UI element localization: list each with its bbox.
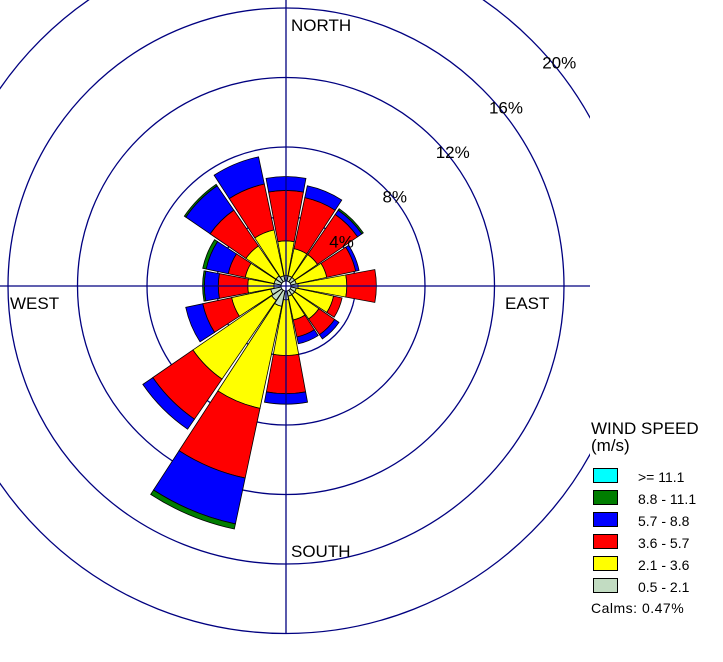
legend-label: 3.6 - 5.7 (638, 535, 690, 551)
calms-label: Calms: 0.47% (591, 600, 685, 616)
petal-wsw-bin-3 (185, 303, 216, 343)
legend-swatch (593, 578, 618, 593)
petal-ene-bin-3 (345, 244, 360, 272)
legend-entry: >= 11.1 (591, 466, 723, 488)
legend-title: WIND SPEED (591, 419, 699, 438)
legend-entry: 2.1 - 3.6 (591, 554, 723, 576)
legend-swatch (593, 468, 618, 483)
legend-entry: 3.6 - 5.7 (591, 532, 723, 554)
legend-label: 2.1 - 3.6 (638, 557, 690, 573)
petal-sse-bin-3 (296, 329, 319, 345)
legend-label: >= 11.1 (638, 469, 685, 485)
legend-entries: >= 11.1 8.8 - 11.1 5.7 - 8.8 3.6 - 5.7 2.1 -… (591, 466, 723, 598)
petal-wnw-bin-4 (202, 239, 219, 270)
legend-unit: (m/s) (591, 436, 630, 455)
legend-swatch (593, 556, 618, 571)
legend-entry: 5.7 - 8.8 (591, 510, 723, 532)
petal-ese-bin-2 (326, 295, 343, 318)
legend-label: 5.7 - 8.8 (638, 513, 690, 529)
south-label: SOUTH (291, 542, 351, 561)
radial-label-12: 12% (436, 143, 470, 162)
petal-se-bin-3 (318, 318, 340, 340)
wind-petals (142, 156, 377, 530)
east-label: EAST (505, 294, 549, 313)
radial-label-16: 16% (489, 98, 523, 117)
petal-sw-bin-3 (142, 376, 196, 430)
radial-label-20: 20% (542, 54, 576, 73)
legend-swatch (593, 512, 618, 527)
wind-rose-chart: 4% 8% 12% 16% 20% NORTH EAST SOUTH WEST (0, 0, 590, 635)
compass-axes (0, 0, 590, 634)
legend-label: 0.5 - 2.1 (638, 579, 690, 595)
legend-entry: 0.5 - 2.1 (591, 576, 723, 598)
legend-swatch (593, 534, 618, 549)
radial-tick-labels: 4% 8% 12% 16% 20% (329, 54, 576, 252)
legend-swatch (593, 490, 618, 505)
petal-nw-bin-4 (183, 183, 218, 218)
west-label: WEST (10, 294, 59, 313)
legend-entry: 8.8 - 11.1 (591, 488, 723, 510)
legend-label: 8.8 - 11.1 (638, 491, 697, 507)
petal-ne-bin-4 (337, 208, 364, 235)
north-label: NORTH (291, 16, 351, 35)
legend: WIND SPEED (m/s) >= 11.1 8.8 - 11.1 5.7 - … (591, 420, 723, 616)
petal-nne-bin-3 (304, 185, 343, 211)
petal-ssw-bin-4 (150, 489, 236, 530)
radial-label-8: 8% (382, 188, 407, 207)
petal-nnw-bin-3 (213, 156, 265, 200)
radial-label-4: 4% (329, 232, 354, 251)
